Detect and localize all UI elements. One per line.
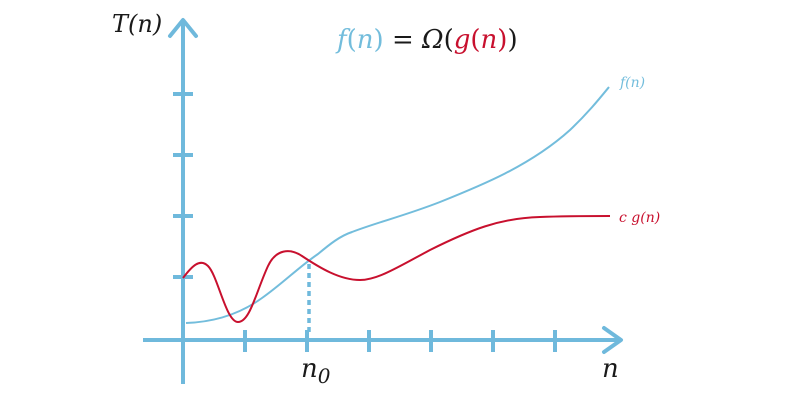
title-eq: = [384, 25, 422, 55]
title-lparen1: ( [347, 25, 357, 55]
y-axis-arrowhead [168, 18, 198, 38]
x-axis-arrowhead [602, 326, 623, 354]
n0-label-subscript: 0 [318, 364, 331, 388]
title-g: g [454, 25, 471, 55]
title-n2: n [481, 25, 498, 55]
y-axis-ticks [173, 92, 193, 279]
f-curve [185, 86, 610, 324]
title-n1: n [357, 25, 374, 55]
n0-label-n: n [301, 354, 318, 384]
x-axis-label: n [602, 354, 619, 384]
n0-label: n0 [301, 354, 331, 388]
x-axis-ticks [243, 330, 557, 352]
title-rparen2: ) [507, 25, 517, 55]
title-lparen3: ( [470, 25, 480, 55]
title-omega: Ω [421, 25, 444, 55]
y-axis-label: T(n) [112, 10, 162, 38]
g-curve-label: c g(n) [619, 210, 660, 226]
title-lparen2: ( [444, 25, 454, 55]
f-curve-label: f(n) [619, 75, 645, 91]
title: f(n) = Ω(g(n)) [335, 25, 518, 55]
g-curve [182, 215, 611, 324]
title-rparen3: ) [497, 25, 507, 55]
title-rparen1: ) [374, 25, 384, 55]
